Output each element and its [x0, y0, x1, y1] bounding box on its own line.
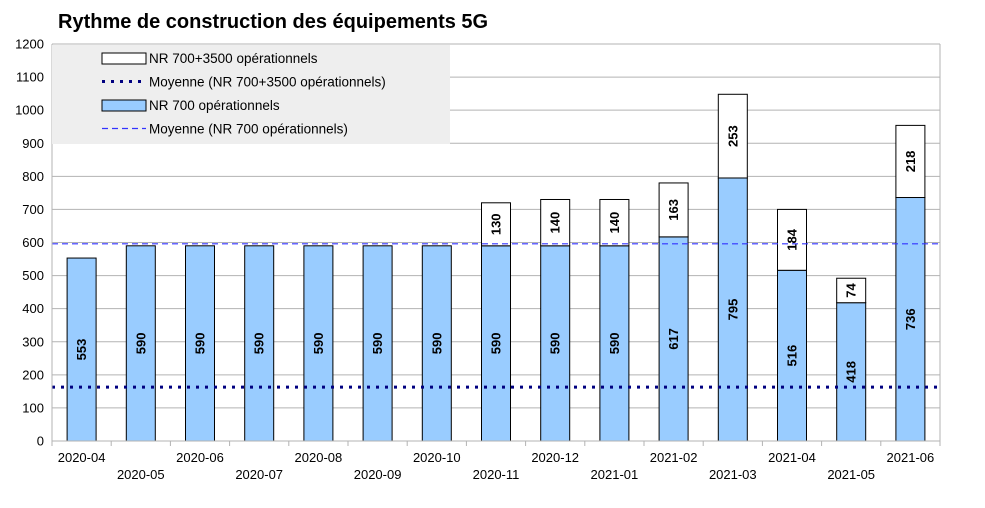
y-tick-label: 800 — [22, 169, 44, 184]
y-tick-label: 1000 — [15, 103, 44, 118]
bar-nr700 — [421, 245, 452, 442]
legend-swatch — [101, 99, 147, 112]
data-label-nr700-3500: 130 — [489, 213, 504, 235]
y-tick-label: 100 — [22, 400, 44, 415]
y-tick-label: 400 — [22, 301, 44, 316]
bar-nr700 — [125, 245, 156, 442]
data-label-nr700-3500: 253 — [725, 125, 740, 147]
bar-nr700-3500 — [658, 182, 689, 238]
bar-nr700 — [244, 245, 275, 442]
x-tick-label: 2020-05 — [117, 467, 165, 482]
x-tick-label: 2020-07 — [235, 467, 283, 482]
x-tick-label: 2021-04 — [768, 450, 816, 465]
bar-nr700-3500 — [599, 198, 630, 247]
bar-nr700 — [481, 245, 511, 442]
bars: 553 590 590 590 590 590 590 590 130 590 140 590 140 6… — [66, 93, 926, 442]
bar-nr700-3500 — [895, 124, 926, 199]
x-tick-label: 2020-12 — [531, 450, 579, 465]
legend-entry: NR 700 opérationnels — [149, 98, 280, 113]
data-label-nr700: 590 — [133, 333, 148, 355]
legend-swatch — [101, 52, 147, 65]
legend-entry: Moyenne (NR 700 opérationnels) — [149, 122, 348, 137]
y-tick-label: 0 — [37, 434, 44, 449]
data-label-nr700: 553 — [74, 339, 89, 361]
legend: NR 700+3500 opérationnels Moyenne (NR 700… — [52, 45, 450, 144]
y-tick-label: 1200 — [15, 37, 44, 52]
x-tick-label: 2021-03 — [709, 467, 757, 482]
data-label-nr700-3500: 184 — [785, 228, 800, 250]
reference-lines — [52, 243, 940, 389]
x-tick-label: 2020-06 — [176, 450, 224, 465]
y-tick-label: 500 — [22, 268, 44, 283]
bar-nr700 — [717, 177, 748, 442]
legend-entry: Moyenne (NR 700+3500 opérationnels) — [149, 75, 386, 90]
bar-nr700-3500 — [717, 93, 748, 179]
x-tick-label: 2021-02 — [650, 450, 698, 465]
data-label-nr700-3500: 140 — [607, 212, 622, 234]
data-label-nr700-3500: 140 — [548, 212, 563, 234]
axes: 0 100 200 300 400 500 600 700 800 900 1000 1100 1200… — [15, 37, 941, 482]
data-label-nr700: 590 — [370, 333, 385, 355]
bar-nr700 — [540, 245, 571, 442]
data-label-nr700: 617 — [666, 328, 681, 350]
legend-entry: NR 700+3500 opérationnels — [149, 51, 318, 66]
bar-nr700-3500 — [836, 277, 867, 304]
x-tick-label: 2020-04 — [58, 450, 106, 465]
data-label-nr700: 418 — [844, 361, 859, 383]
data-label-nr700: 516 — [785, 345, 800, 367]
y-tick-label: 200 — [22, 367, 44, 382]
x-tick-label: 2021-01 — [591, 467, 639, 482]
data-label-nr700: 590 — [193, 333, 208, 355]
bar-nr700 — [303, 245, 334, 442]
y-tick-label: 700 — [22, 202, 44, 217]
y-tick-label: 900 — [22, 136, 44, 151]
data-label-nr700: 590 — [489, 333, 504, 355]
y-tick-label: 1100 — [16, 70, 44, 85]
bar-nr700 — [185, 245, 215, 442]
y-tick-label: 600 — [22, 235, 44, 250]
bar-nr700-3500 — [540, 198, 571, 247]
x-tick-label: 2020-09 — [354, 467, 402, 482]
bar-nr700 — [599, 245, 630, 442]
data-label-nr700: 590 — [429, 333, 444, 355]
x-tick-label: 2020-08 — [295, 450, 343, 465]
data-label-nr700: 590 — [548, 333, 563, 355]
data-label-nr700: 590 — [252, 333, 267, 355]
x-tick-label: 2020-10 — [413, 450, 461, 465]
data-label-nr700-3500: 74 — [844, 282, 859, 297]
bar-nr700 — [362, 245, 393, 442]
chart-title: Rythme de construction des équipements 5… — [58, 11, 488, 33]
bar-nr700-3500 — [777, 208, 807, 271]
data-label-nr700: 590 — [607, 333, 622, 355]
x-tick-label: 2021-05 — [827, 467, 875, 482]
data-label-nr700: 590 — [311, 333, 326, 355]
data-label-nr700-3500: 218 — [903, 151, 918, 173]
bar-nr700-3500 — [481, 202, 511, 247]
y-tick-label: 300 — [22, 334, 44, 349]
data-label-nr700: 795 — [725, 299, 740, 321]
data-label-nr700-3500: 163 — [666, 199, 681, 221]
x-tick-label: 2021-06 — [887, 450, 935, 465]
x-tick-label: 2020-11 — [473, 467, 520, 482]
data-label-nr700: 736 — [903, 308, 918, 330]
bar-nr700 — [66, 257, 97, 442]
